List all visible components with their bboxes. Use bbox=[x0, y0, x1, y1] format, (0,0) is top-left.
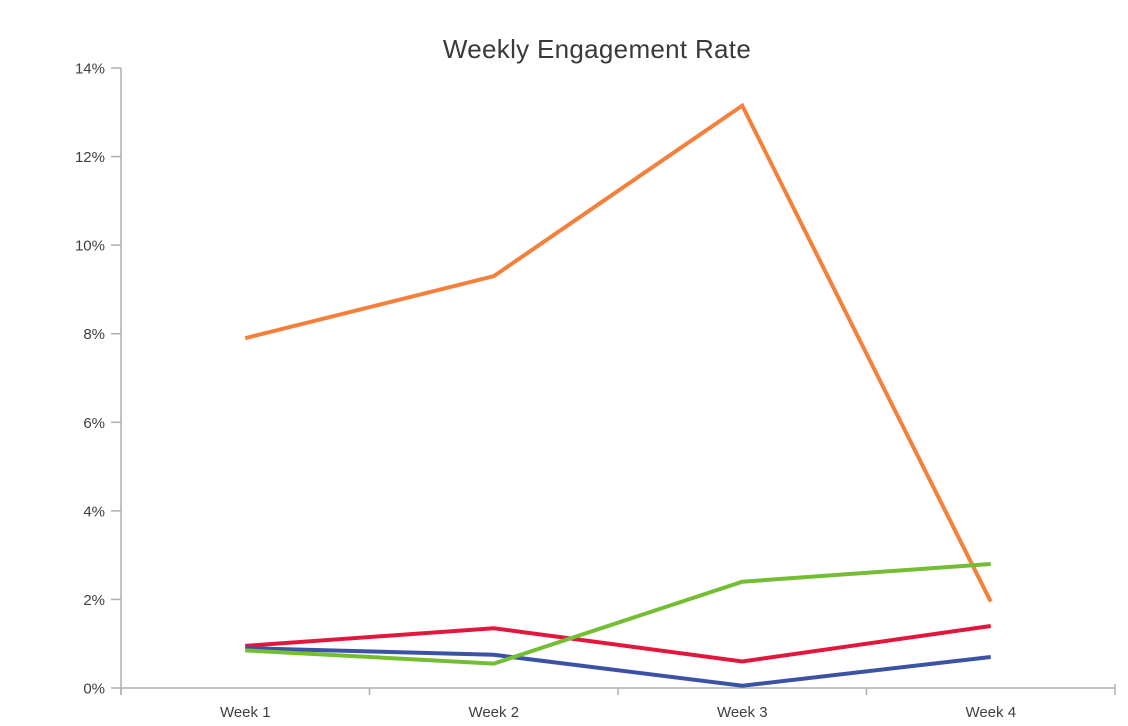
y-tick-label: 0% bbox=[83, 681, 105, 698]
series-line-orange-series bbox=[244, 102, 993, 603]
chart-title: Weekly Engagement Rate bbox=[442, 34, 752, 64]
y-tick-label: 14% bbox=[75, 61, 105, 78]
y-tick-label: 8% bbox=[83, 326, 105, 343]
x-tick-label: Week 1 bbox=[220, 704, 271, 721]
y-tick-label: 2% bbox=[83, 592, 105, 609]
x-tick-label: Week 4 bbox=[965, 704, 1016, 721]
x-tick-label: Week 3 bbox=[717, 704, 768, 721]
x-tick-label: Week 2 bbox=[468, 704, 519, 721]
y-tick-label: 4% bbox=[83, 503, 105, 520]
y-tick-label: 6% bbox=[83, 415, 105, 432]
series-line-red-series bbox=[245, 624, 992, 664]
series-line-blue-series bbox=[245, 646, 991, 688]
series-line-green-series bbox=[245, 562, 991, 666]
y-tick-label: 10% bbox=[75, 238, 105, 255]
y-tick-label: 12% bbox=[75, 149, 105, 166]
